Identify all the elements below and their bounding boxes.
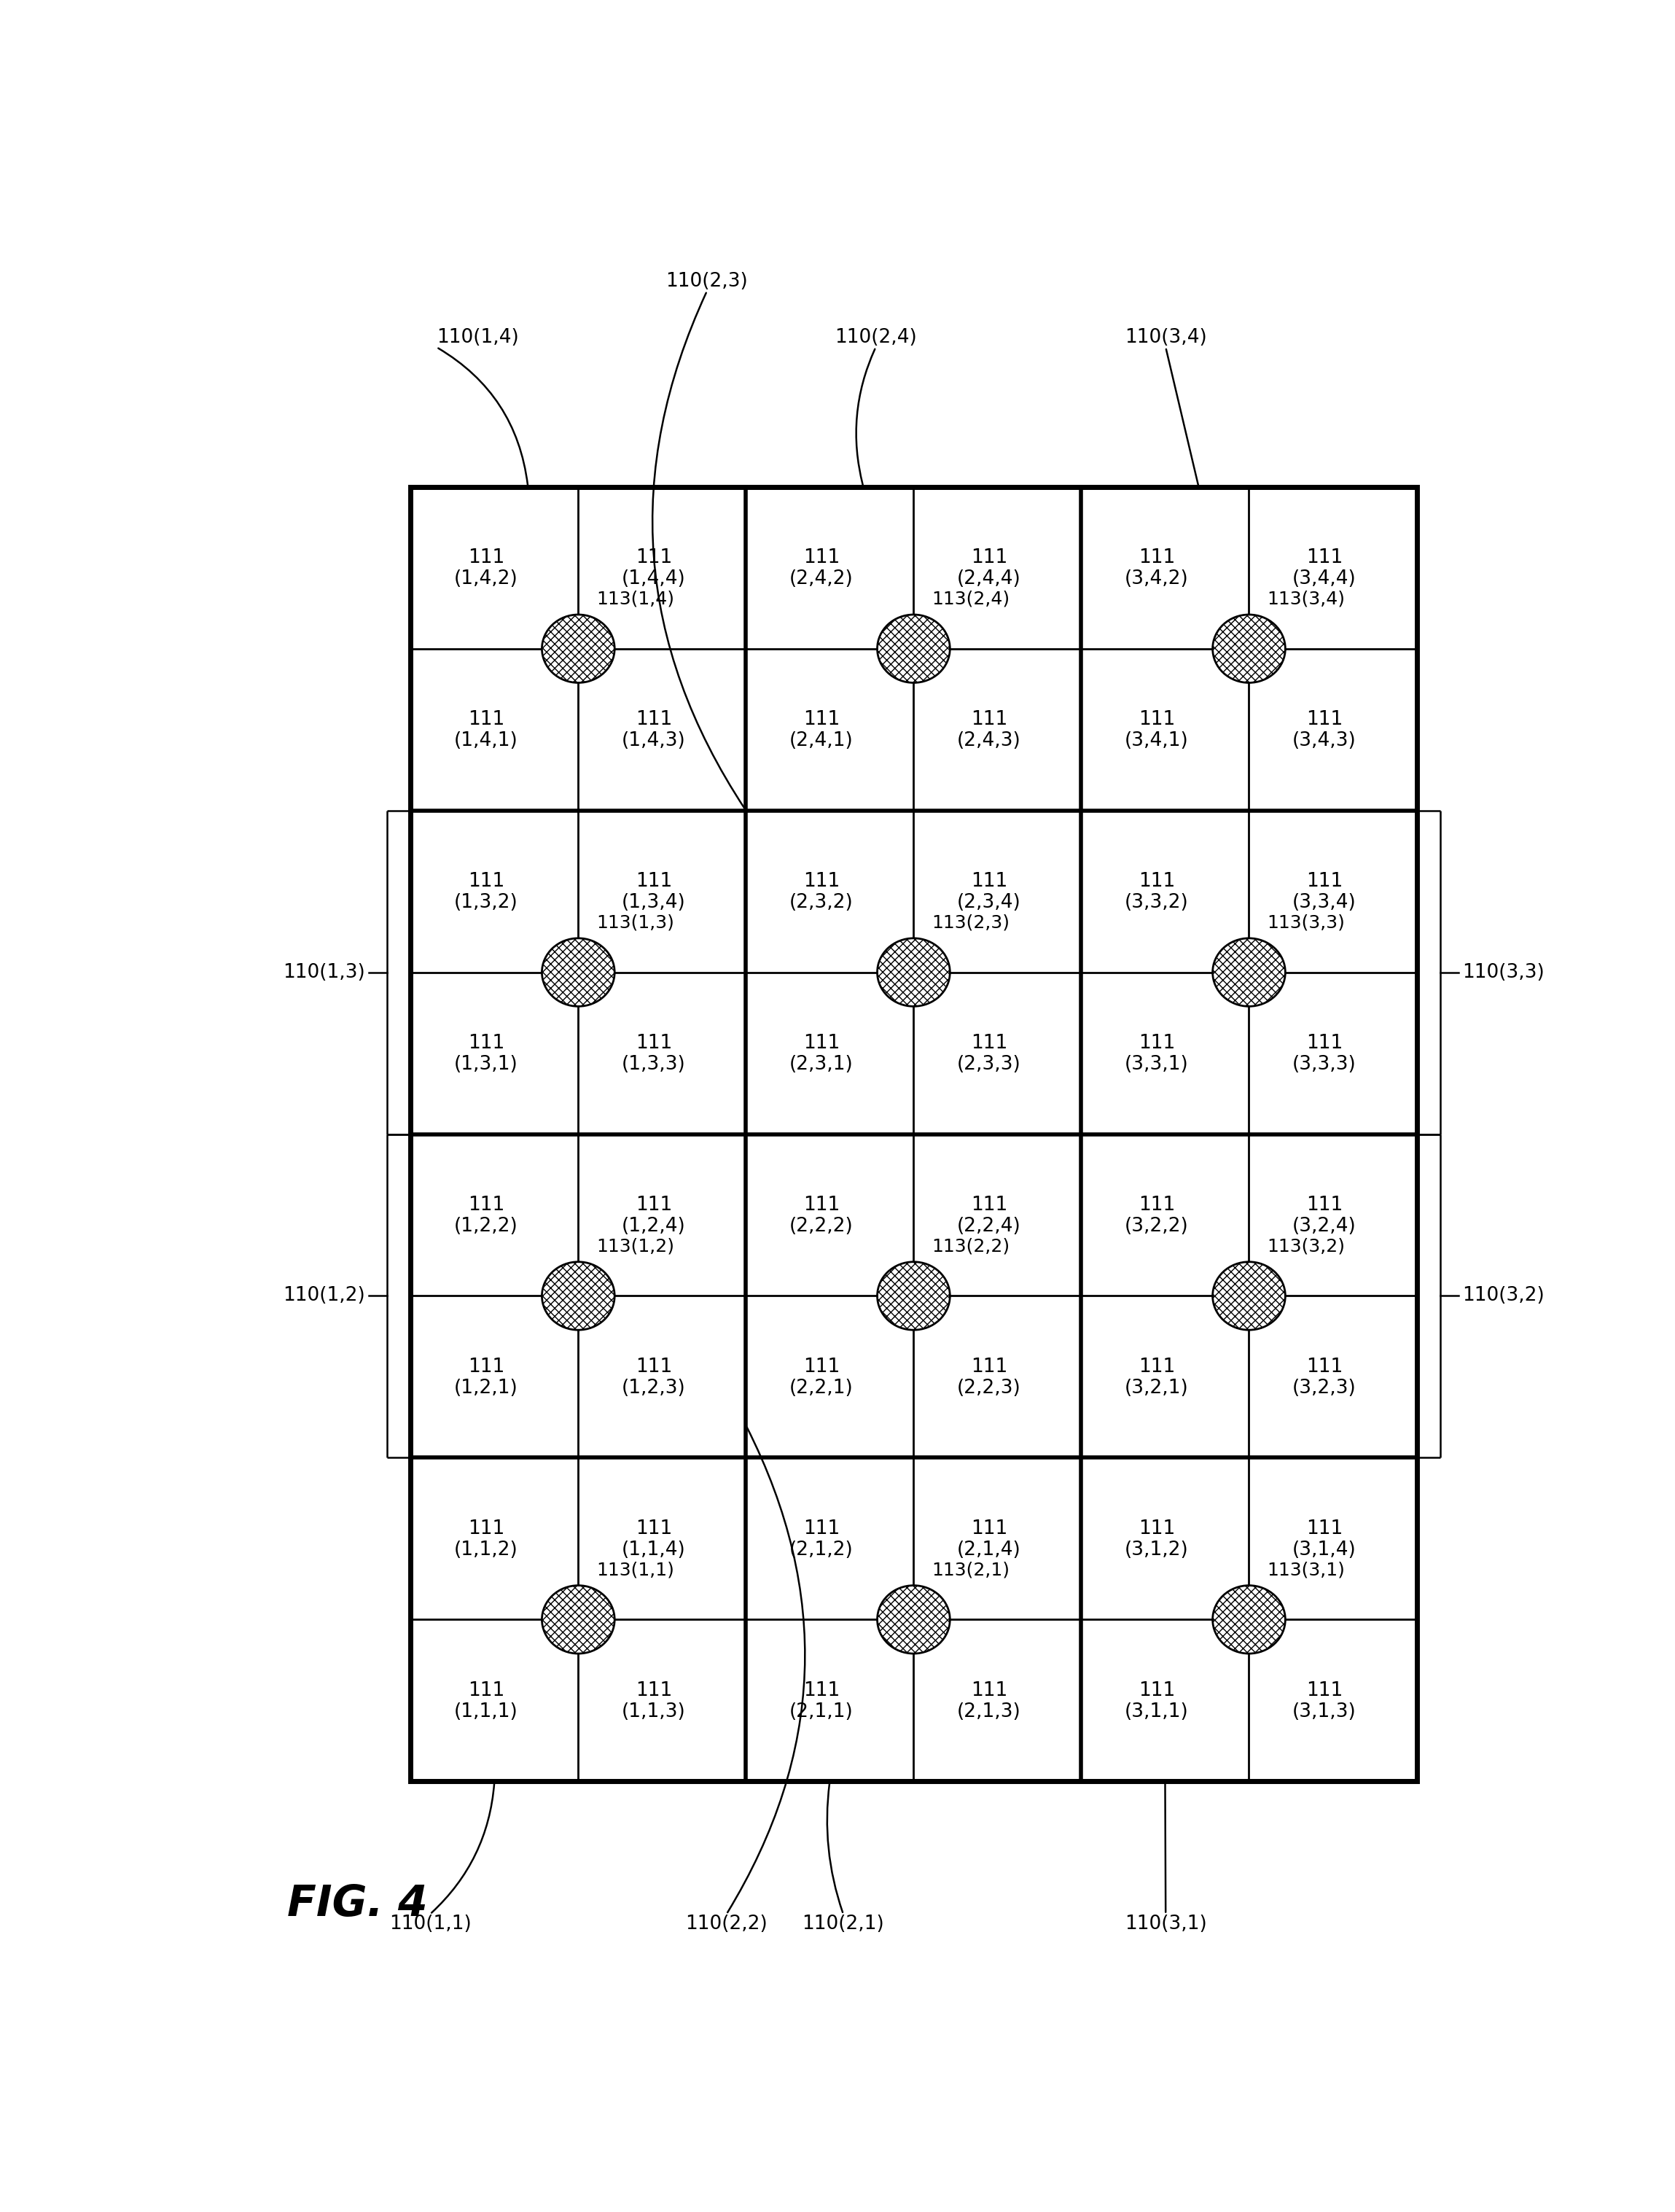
Text: 111
(1,2,2): 111 (1,2,2) [454, 1194, 518, 1237]
Text: 111
(1,1,1): 111 (1,1,1) [454, 1681, 518, 1721]
Text: 111
(2,4,1): 111 (2,4,1) [789, 710, 853, 750]
Text: 111
(1,4,2): 111 (1,4,2) [454, 549, 518, 588]
Text: 110(1,4): 110(1,4) [437, 327, 519, 347]
Text: 111
(2,2,3): 111 (2,2,3) [956, 1358, 1022, 1398]
Text: 111
(2,1,3): 111 (2,1,3) [956, 1681, 1022, 1721]
Text: 110(3,2): 110(3,2) [1462, 1287, 1544, 1305]
Ellipse shape [1213, 938, 1285, 1006]
Text: 111
(1,4,4): 111 (1,4,4) [621, 549, 685, 588]
Text: 111
(1,3,3): 111 (1,3,3) [621, 1033, 685, 1073]
Text: 111
(2,3,3): 111 (2,3,3) [956, 1033, 1022, 1073]
Text: 113(1,3): 113(1,3) [596, 914, 675, 931]
Ellipse shape [1213, 938, 1285, 1006]
Text: 111
(2,4,2): 111 (2,4,2) [789, 549, 853, 588]
Text: 111
(3,1,3): 111 (3,1,3) [1293, 1681, 1357, 1721]
Text: 111
(3,2,4): 111 (3,2,4) [1293, 1194, 1357, 1237]
Text: 111
(1,3,2): 111 (1,3,2) [454, 872, 518, 911]
Ellipse shape [1213, 1261, 1285, 1329]
Text: 110(3,3): 110(3,3) [1462, 962, 1544, 982]
Ellipse shape [543, 1261, 615, 1329]
Text: 113(1,4): 113(1,4) [596, 591, 675, 608]
Text: 110(2,2): 110(2,2) [685, 1913, 767, 1933]
Text: 111
(2,2,1): 111 (2,2,1) [789, 1358, 853, 1398]
Text: 111
(2,4,3): 111 (2,4,3) [956, 710, 1022, 750]
Text: 111
(3,2,2): 111 (3,2,2) [1124, 1194, 1189, 1237]
Ellipse shape [543, 938, 615, 1006]
Ellipse shape [543, 615, 615, 684]
Ellipse shape [878, 615, 950, 684]
Ellipse shape [878, 938, 950, 1006]
Text: 111
(2,1,2): 111 (2,1,2) [789, 1520, 853, 1559]
Ellipse shape [543, 1586, 615, 1655]
Text: 113(2,2): 113(2,2) [931, 1237, 1010, 1254]
Ellipse shape [1213, 615, 1285, 684]
Text: 111
(3,4,4): 111 (3,4,4) [1293, 549, 1357, 588]
Text: 111
(1,2,4): 111 (1,2,4) [621, 1194, 685, 1237]
Text: 111
(3,4,2): 111 (3,4,2) [1124, 549, 1189, 588]
Ellipse shape [1213, 615, 1285, 684]
Ellipse shape [878, 938, 950, 1006]
Text: 111
(1,1,2): 111 (1,1,2) [454, 1520, 518, 1559]
Ellipse shape [543, 1586, 615, 1655]
Text: 111
(2,3,1): 111 (2,3,1) [789, 1033, 853, 1073]
Text: 111
(2,1,1): 111 (2,1,1) [789, 1681, 853, 1721]
Text: 113(1,1): 113(1,1) [596, 1562, 675, 1579]
Text: 111
(3,2,1): 111 (3,2,1) [1124, 1358, 1189, 1398]
Text: 113(3,1): 113(3,1) [1266, 1562, 1345, 1579]
Text: 111
(3,4,1): 111 (3,4,1) [1124, 710, 1189, 750]
Text: 111
(3,1,4): 111 (3,1,4) [1293, 1520, 1357, 1559]
Text: 111
(3,1,2): 111 (3,1,2) [1124, 1520, 1189, 1559]
Text: 113(2,4): 113(2,4) [931, 591, 1010, 608]
Text: 110(3,1): 110(3,1) [1124, 1913, 1206, 1933]
Text: 113(1,2): 113(1,2) [596, 1237, 675, 1254]
Text: 110(2,4): 110(2,4) [834, 327, 916, 347]
Text: 111
(2,3,4): 111 (2,3,4) [956, 872, 1022, 911]
Ellipse shape [1213, 1586, 1285, 1655]
Text: 111
(1,3,1): 111 (1,3,1) [454, 1033, 518, 1073]
Ellipse shape [543, 938, 615, 1006]
Text: FIG. 4: FIG. 4 [288, 1885, 427, 1924]
Text: 111
(2,1,4): 111 (2,1,4) [956, 1520, 1022, 1559]
Text: 111
(3,2,3): 111 (3,2,3) [1293, 1358, 1357, 1398]
Ellipse shape [878, 1586, 950, 1655]
Text: 111
(1,3,4): 111 (1,3,4) [621, 872, 685, 911]
Text: 111
(1,1,3): 111 (1,1,3) [621, 1681, 685, 1721]
Text: 111
(3,3,2): 111 (3,3,2) [1124, 872, 1189, 911]
Text: 110(2,1): 110(2,1) [802, 1913, 884, 1933]
Ellipse shape [543, 615, 615, 684]
Ellipse shape [878, 1261, 950, 1329]
Text: 111
(1,2,1): 111 (1,2,1) [454, 1358, 518, 1398]
Text: 111
(1,2,3): 111 (1,2,3) [621, 1358, 685, 1398]
Text: 113(3,3): 113(3,3) [1266, 914, 1345, 931]
Text: 110(3,4): 110(3,4) [1124, 327, 1206, 347]
Text: 111
(2,3,2): 111 (2,3,2) [789, 872, 853, 911]
Text: 111
(2,4,4): 111 (2,4,4) [956, 549, 1022, 588]
Ellipse shape [1213, 1261, 1285, 1329]
Text: 113(2,3): 113(2,3) [931, 914, 1010, 931]
Ellipse shape [878, 1586, 950, 1655]
Text: 110(1,1): 110(1,1) [389, 1913, 471, 1933]
Ellipse shape [1213, 1586, 1285, 1655]
Text: 111
(1,4,1): 111 (1,4,1) [454, 710, 518, 750]
Text: 111
(2,2,2): 111 (2,2,2) [789, 1194, 853, 1237]
Text: 111
(3,1,1): 111 (3,1,1) [1124, 1681, 1189, 1721]
Text: 111
(3,3,3): 111 (3,3,3) [1293, 1033, 1357, 1073]
Text: 111
(2,2,4): 111 (2,2,4) [956, 1194, 1022, 1237]
Text: 111
(3,4,3): 111 (3,4,3) [1293, 710, 1357, 750]
Text: 111
(1,4,3): 111 (1,4,3) [621, 710, 685, 750]
Text: 113(3,2): 113(3,2) [1266, 1237, 1345, 1254]
Text: 110(1,3): 110(1,3) [283, 962, 365, 982]
Text: 113(3,4): 113(3,4) [1266, 591, 1345, 608]
Bar [410, 487, 1417, 1781]
Text: 111
(1,1,4): 111 (1,1,4) [621, 1520, 685, 1559]
Text: 110(1,2): 110(1,2) [283, 1287, 365, 1305]
Ellipse shape [878, 1261, 950, 1329]
Text: 113(2,1): 113(2,1) [931, 1562, 1010, 1579]
Text: 111
(3,3,4): 111 (3,3,4) [1293, 872, 1357, 911]
Text: 110(2,3): 110(2,3) [667, 272, 749, 292]
Ellipse shape [543, 1261, 615, 1329]
Ellipse shape [878, 615, 950, 684]
Text: 111
(3,3,1): 111 (3,3,1) [1124, 1033, 1189, 1073]
